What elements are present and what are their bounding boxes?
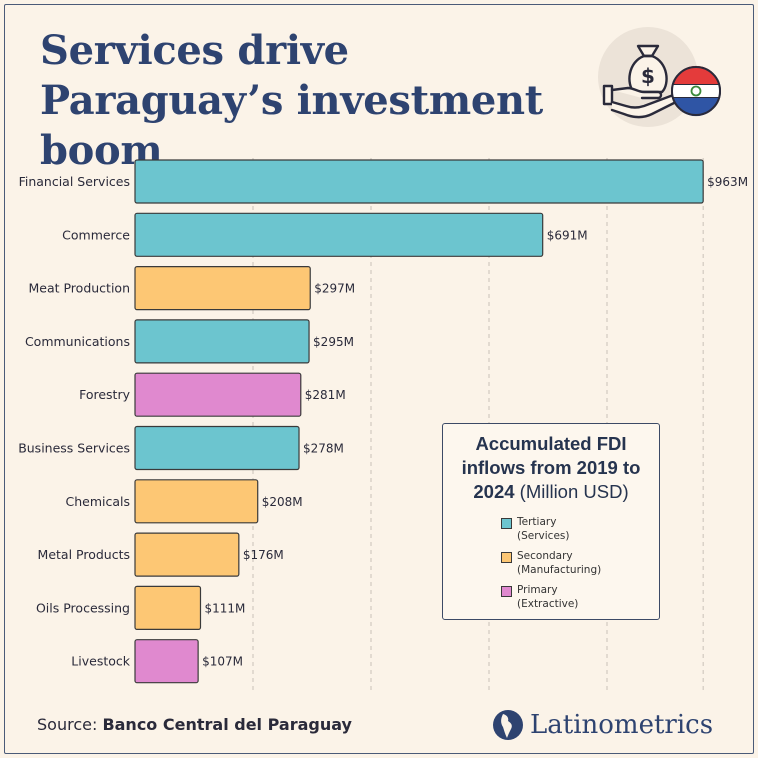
- bar: [134, 532, 240, 577]
- data-label: $297M: [314, 282, 355, 296]
- bar: [134, 212, 544, 257]
- legend-title-bold: Accumulated FDI inflows from 2019 to 202…: [461, 433, 641, 502]
- data-label: $281M: [305, 388, 346, 402]
- bar: [134, 585, 202, 631]
- bar: [134, 425, 300, 471]
- category-label: Oils Processing: [36, 600, 130, 615]
- data-label: $107M: [202, 655, 243, 669]
- legend-label: Secondary: [517, 550, 573, 562]
- legend-swatch-primary: [501, 586, 512, 597]
- brand-name: Latinometrics: [530, 710, 714, 740]
- source-label: Source:: [37, 715, 98, 734]
- legend-title-unit: (Million USD): [519, 481, 629, 502]
- category-label: Business Services: [18, 441, 130, 456]
- legend-label: Primary: [517, 584, 558, 596]
- data-label: $278M: [303, 442, 344, 456]
- dollar-icon: $: [641, 64, 655, 88]
- data-label: $691M: [547, 228, 588, 242]
- paraguay-flag-icon: [671, 65, 721, 117]
- category-label: Metal Products: [38, 547, 130, 562]
- legend-sublabel: (Services): [517, 530, 570, 542]
- bar: [134, 372, 302, 417]
- legend-label: Tertiary: [517, 516, 557, 528]
- category-label: Forestry: [79, 387, 130, 402]
- source-note: Source: Banco Central del Paraguay: [37, 714, 352, 736]
- category-label: Meat Production: [28, 281, 130, 296]
- investment-emblem: $: [598, 27, 721, 127]
- globe-icon: [493, 710, 523, 740]
- bar: [134, 479, 259, 524]
- data-label: $208M: [262, 495, 303, 509]
- category-label: Financial Services: [19, 174, 130, 189]
- legend-title: Accumulated FDI inflows from 2019 to 202…: [443, 432, 659, 504]
- legend: Accumulated FDI inflows from 2019 to 202…: [442, 423, 660, 620]
- category-label: Commerce: [62, 227, 130, 242]
- bar: [134, 319, 310, 364]
- data-label: $111M: [204, 601, 245, 615]
- bar: [134, 266, 311, 311]
- legend-sublabel: (Extractive): [517, 598, 579, 610]
- legend-swatch-secondary: [501, 552, 512, 563]
- bar: [134, 159, 704, 204]
- border-frame: [4, 4, 754, 754]
- legend-swatch-tertiary: [501, 518, 512, 529]
- category-label: Livestock: [71, 654, 130, 669]
- money-bag-icon: [628, 44, 668, 94]
- brand-logo: Latinometrics: [492, 706, 732, 746]
- fdi-bar-chart: Financial Services $963M Commerce $691M Meat…: [18, 158, 748, 690]
- category-label: Chemicals: [65, 494, 130, 509]
- source-value: Banco Central del Paraguay: [102, 715, 352, 734]
- data-label: $176M: [243, 548, 284, 562]
- category-label: Communications: [25, 334, 130, 349]
- legend-sublabel: (Manufacturing): [517, 564, 602, 576]
- data-label: $295M: [313, 335, 354, 349]
- bar: [134, 639, 199, 684]
- data-label: $963M: [707, 175, 748, 189]
